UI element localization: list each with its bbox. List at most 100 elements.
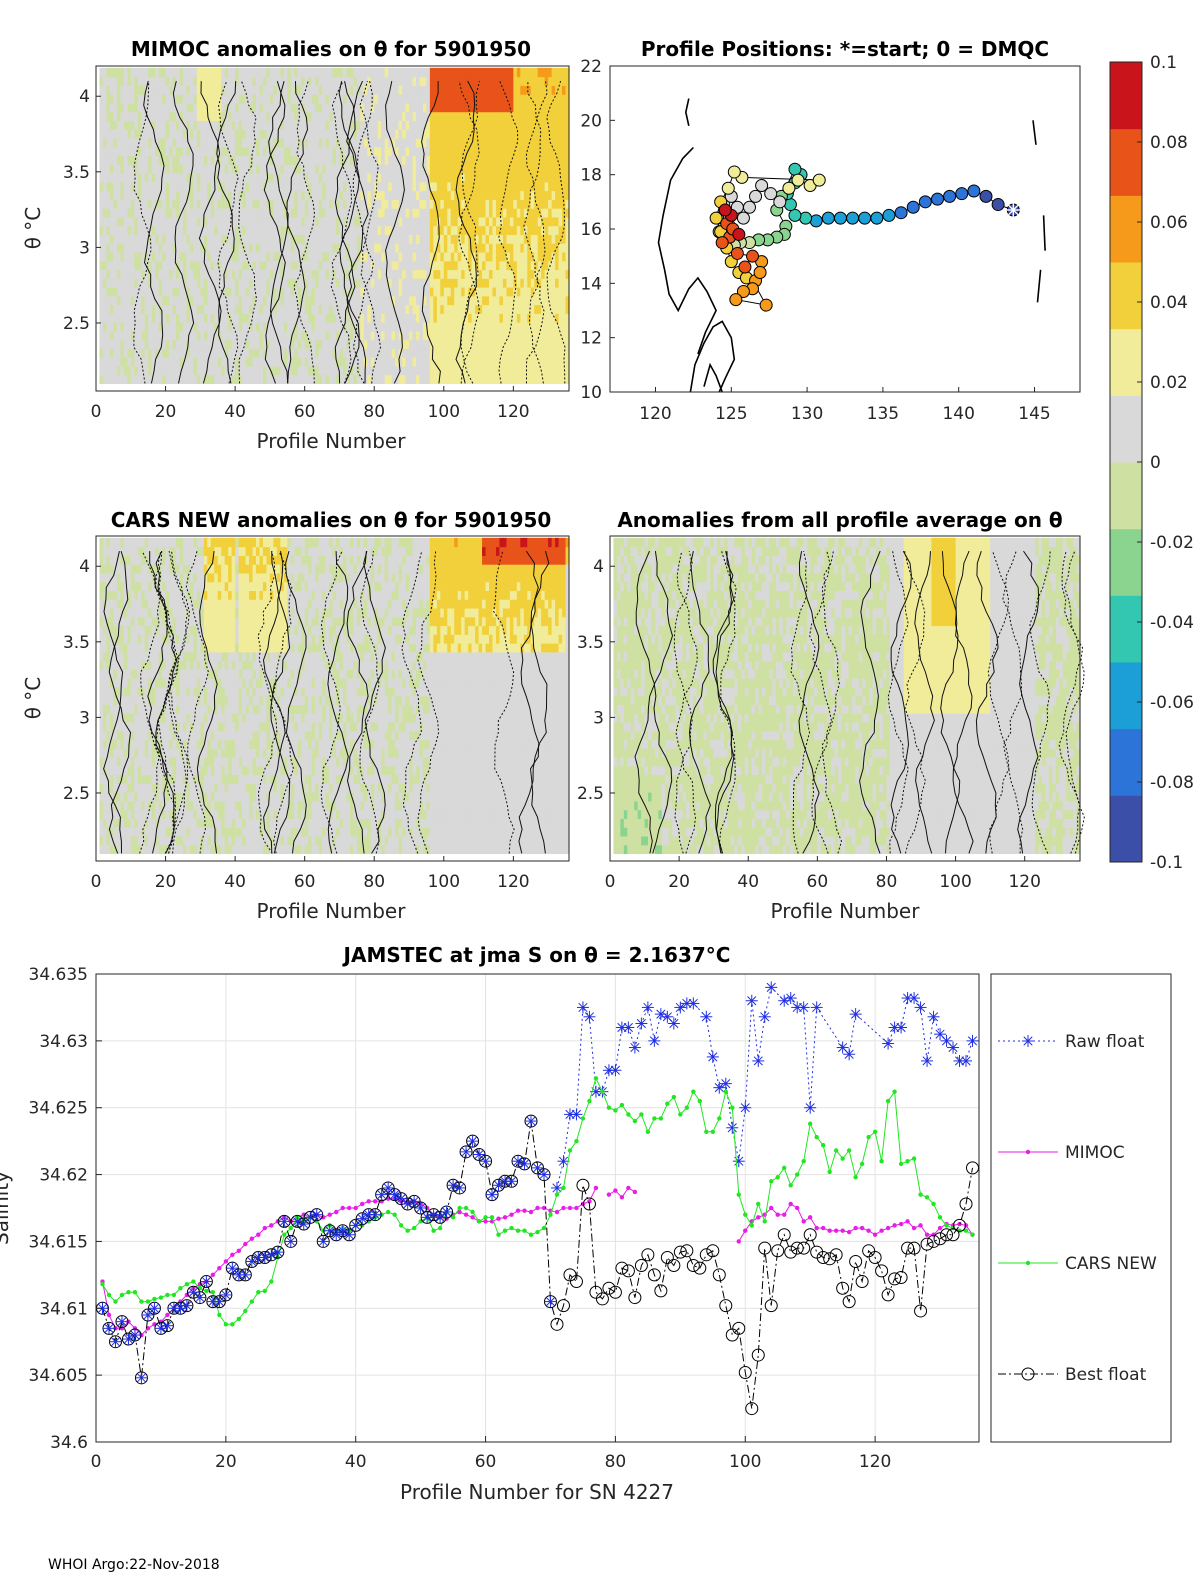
anomaly-cell [472, 313, 476, 322]
anomaly-cell [235, 234, 239, 243]
anomaly-cell [183, 366, 187, 375]
anomaly-cell [124, 287, 128, 296]
anomaly-cell [204, 182, 208, 191]
anomaly-cell [190, 287, 194, 296]
anomaly-cell [239, 243, 243, 252]
anomaly-cell [221, 313, 225, 322]
anomaly-cell [333, 313, 337, 322]
anomaly-cell [256, 348, 260, 357]
anomaly-cell [106, 147, 110, 156]
anomaly-cell [444, 296, 448, 305]
anomaly-cell [433, 313, 437, 322]
anomaly-cell [346, 261, 350, 270]
anomaly-cell [169, 287, 173, 296]
anomaly-cell [179, 252, 183, 261]
anomaly-cell [426, 252, 430, 261]
anomaly-cell [301, 313, 305, 322]
anomaly-cell [106, 94, 110, 103]
anomaly-cell [486, 173, 490, 182]
anomaly-cell [207, 296, 211, 305]
anomaly-cell [256, 313, 260, 322]
anomaly-cell [103, 287, 107, 296]
anomaly-cell [322, 269, 326, 278]
anomaly-cell [465, 340, 469, 349]
anomaly-cell [284, 348, 288, 357]
anomaly-cell [374, 208, 378, 217]
anomaly-cell [472, 296, 476, 305]
anomaly-cell [284, 322, 288, 331]
anomaly-cell [179, 147, 183, 156]
anomaly-cell [444, 138, 448, 147]
anomaly-cell [246, 138, 250, 147]
anomaly-cell [228, 112, 232, 121]
anomaly-cell [106, 366, 110, 375]
anomaly-cell [395, 357, 399, 366]
anomaly-cell [385, 173, 389, 182]
anomaly-cell [152, 261, 156, 270]
anomaly-cell [211, 322, 215, 331]
anomaly-cell [329, 155, 333, 164]
anomaly-cell [475, 103, 479, 112]
anomaly-cell [364, 173, 368, 182]
anomaly-cell [211, 112, 215, 121]
anomaly-cell [350, 77, 354, 86]
anomaly-cell [489, 94, 493, 103]
anomaly-cell [378, 217, 382, 226]
anomaly-cell [176, 155, 180, 164]
anomaly-cell [409, 103, 413, 112]
anomaly-cell [190, 138, 194, 147]
anomaly-cell [492, 234, 496, 243]
anomaly-cell [287, 94, 291, 103]
anomaly-cell [169, 173, 173, 182]
anomaly-cell [433, 112, 437, 121]
anomaly-cell [235, 348, 239, 357]
anomaly-cell [492, 85, 496, 94]
anomaly-cell [148, 68, 152, 77]
anomaly-cell [378, 296, 382, 305]
anomaly-cell [166, 120, 170, 129]
anomaly-cell [131, 112, 135, 121]
anomaly-cell [214, 217, 218, 226]
anomaly-cell [259, 129, 263, 138]
anomaly-cell [110, 366, 114, 375]
anomaly-cell [186, 226, 190, 235]
anomaly-cell [346, 164, 350, 173]
anomaly-cell [409, 375, 413, 384]
anomaly-cell [106, 68, 110, 77]
anomaly-cell [266, 366, 270, 375]
anomaly-cell [322, 164, 326, 173]
anomaly-cell [486, 226, 490, 235]
anomaly-cell [419, 357, 423, 366]
anomaly-cell [218, 375, 222, 384]
anomaly-cell [374, 278, 378, 287]
anomaly-cell [200, 340, 204, 349]
anomaly-cell [479, 348, 483, 357]
anomaly-cell [103, 313, 107, 322]
anomaly-cell [280, 366, 284, 375]
anomaly-cell [482, 173, 486, 182]
anomaly-cell [402, 357, 406, 366]
anomaly-cell [103, 348, 107, 357]
anomaly-cell [409, 129, 413, 138]
anomaly-cell [444, 217, 448, 226]
anomaly-cell [301, 191, 305, 200]
anomaly-cell [193, 348, 197, 357]
anomaly-cell [430, 173, 434, 182]
anomaly-cell [159, 296, 163, 305]
anomaly-cell [280, 164, 284, 173]
anomaly-cell [113, 77, 117, 86]
anomaly-cell [179, 191, 183, 200]
anomaly-cell [200, 366, 204, 375]
anomaly-cell [204, 129, 208, 138]
anomaly-cell [117, 217, 121, 226]
anomaly-cell [190, 234, 194, 243]
anomaly-cell [159, 375, 163, 384]
anomaly-cell [179, 234, 183, 243]
anomaly-cell [162, 103, 166, 112]
anomaly-cell [419, 269, 423, 278]
anomaly-cell [437, 147, 441, 156]
anomaly-cell [308, 120, 312, 129]
anomaly-cell [489, 287, 493, 296]
anomaly-cell [159, 252, 163, 261]
anomaly-cell [235, 208, 239, 217]
